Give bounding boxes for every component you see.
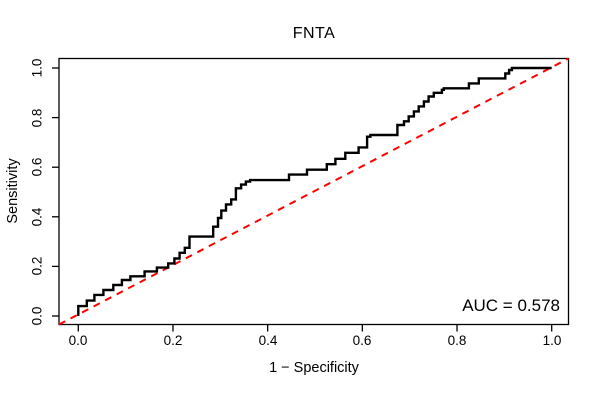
- y-tick-label: 0.6: [29, 157, 45, 177]
- x-tick-label: 0.2: [163, 333, 183, 348]
- y-tick-label: 0.4: [29, 207, 45, 227]
- chart-title: FNTA: [292, 25, 336, 42]
- x-tick-label: 0.0: [68, 333, 88, 348]
- auc-annotation: AUC = 0.578: [462, 296, 560, 315]
- roc-curve-line: [77, 66, 552, 316]
- x-tick-label: 0.6: [352, 333, 372, 348]
- x-tick-label: 0.4: [258, 333, 278, 348]
- plot-box: [58, 57, 570, 326]
- y-tick-label: 1.0: [29, 58, 45, 78]
- x-tick-label: 1.0: [542, 333, 562, 348]
- y-axis-title: Sensitivity: [5, 158, 21, 224]
- x-tick-label: 0.8: [447, 333, 467, 348]
- y-tick-label: 0.0: [29, 306, 45, 326]
- x-axis-title: 1 − Specificity: [269, 360, 359, 376]
- reference-diagonal-line: [58, 57, 569, 326]
- y-tick-label: 0.8: [29, 108, 45, 128]
- y-tick-label: 0.2: [29, 256, 45, 276]
